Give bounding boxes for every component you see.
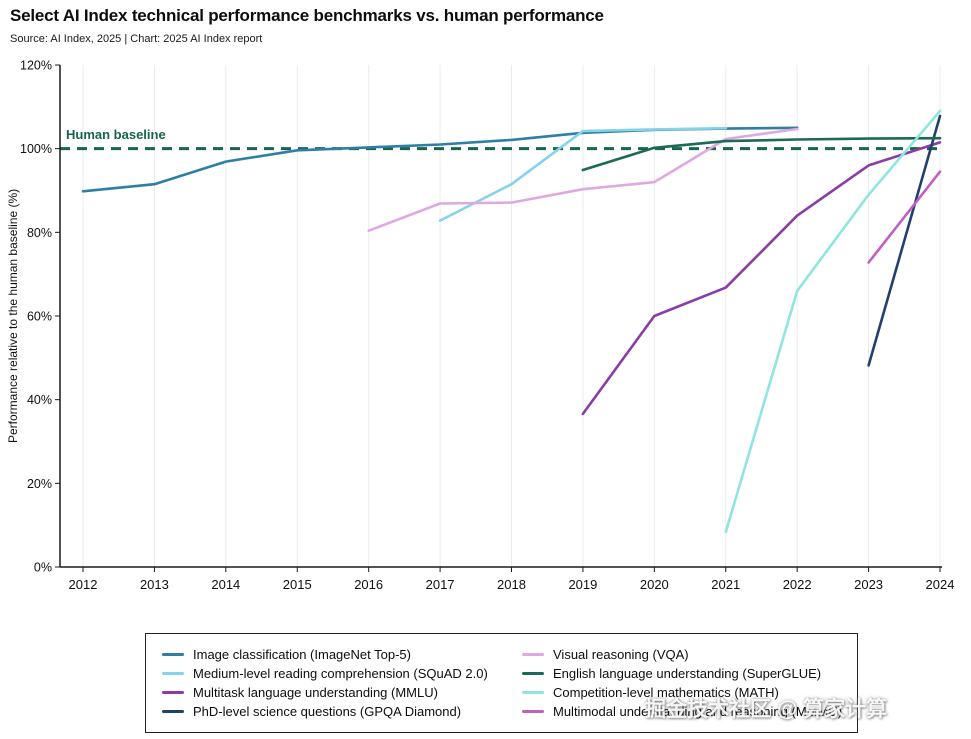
legend-item-vqa: Visual reasoning (VQA): [522, 645, 847, 664]
x-tick-label: 2023: [854, 577, 883, 592]
x-tick-label: 2016: [354, 577, 383, 592]
x-tick-label: 2022: [783, 577, 812, 592]
y-tick-label: 120%: [20, 59, 52, 73]
series-line-squad: [438, 126, 728, 222]
y-tick-label: 100%: [20, 142, 52, 156]
page-title: Select AI Index technical performance be…: [10, 6, 604, 25]
series-line-vqa: [367, 127, 799, 232]
legend-item-math: Competition-level mathematics (MATH): [522, 683, 847, 702]
x-tick-label: 2014: [211, 577, 240, 592]
legend-item-mmmu: Multimodal understanding and reasoning (…: [522, 702, 847, 721]
human-baseline-label: Human baseline: [66, 127, 166, 142]
x-tick-label: 2012: [69, 577, 98, 592]
legend-swatch-vqa: [522, 652, 544, 657]
x-tick-label: 2015: [283, 577, 312, 592]
series-line-mmlu: [581, 141, 942, 416]
chart-source-caption: Source: AI Index, 2025 | Chart: 2025 AI …: [10, 33, 263, 45]
performance-line-chart: 0% 20% 40% 60% 80% 100% 120% 2012 2013 2014 2015 20…: [20, 59, 955, 593]
series-line-mmmu: [867, 170, 942, 264]
legend-swatch-mmlu: [162, 690, 184, 695]
legend-label: Competition-level mathematics (MATH): [553, 685, 779, 700]
series-line-math: [724, 109, 942, 534]
legend-item-imagenet: Image classification (ImageNet Top-5): [162, 645, 522, 664]
legend-swatch-gpqa: [162, 709, 184, 714]
x-tick-label: 2018: [497, 577, 526, 592]
legend-swatch-imagenet: [162, 652, 184, 657]
x-tick-label: 2017: [426, 577, 455, 592]
legend-label: Medium-level reading comprehension (SQuA…: [193, 666, 488, 681]
legend-label: English language understanding (SuperGLU…: [553, 666, 822, 681]
x-tick-label: 2019: [568, 577, 597, 592]
legend-label: Multimodal understanding and reasoning (…: [553, 704, 843, 719]
legend-label: Visual reasoning (VQA): [553, 647, 689, 662]
watermark-text: 掘金技术社区 @ 算家计算: [645, 698, 888, 721]
legend-swatch-squad: [162, 671, 184, 676]
legend-label: Image classification (ImageNet Top-5): [193, 647, 411, 662]
legend-label: PhD-level science questions (GPQA Diamon…: [193, 704, 462, 719]
legend-swatch-math: [522, 690, 544, 695]
legend-item-mmlu: Multitask language understanding (MMLU): [162, 683, 522, 702]
y-tick-label: 20%: [27, 477, 52, 491]
series-line-superglue: [581, 136, 942, 172]
x-tick-label: 2024: [926, 577, 955, 592]
x-tick-label: 2013: [140, 577, 169, 592]
legend-item-superglue: English language understanding (SuperGLU…: [522, 664, 847, 683]
legend-item-squad: Medium-level reading comprehension (SQuA…: [162, 664, 522, 683]
y-tick-label: 0%: [34, 561, 52, 575]
x-tick-label: 2020: [640, 577, 669, 592]
x-tick-label: 2021: [711, 577, 740, 592]
chart-legend: Image classification (ImageNet Top-5) Med…: [145, 633, 858, 733]
series-line-gpqa: [867, 114, 942, 367]
legend-swatch-superglue: [522, 671, 544, 676]
legend-label: Multitask language understanding (MMLU): [193, 685, 438, 700]
legend-swatch-mmmu: [522, 709, 544, 714]
legend-item-gpqa: PhD-level science questions (GPQA Diamon…: [162, 702, 522, 721]
y-tick-label: 40%: [27, 393, 52, 407]
y-tick-label: 60%: [27, 310, 52, 324]
y-tick-label: 80%: [27, 226, 52, 240]
